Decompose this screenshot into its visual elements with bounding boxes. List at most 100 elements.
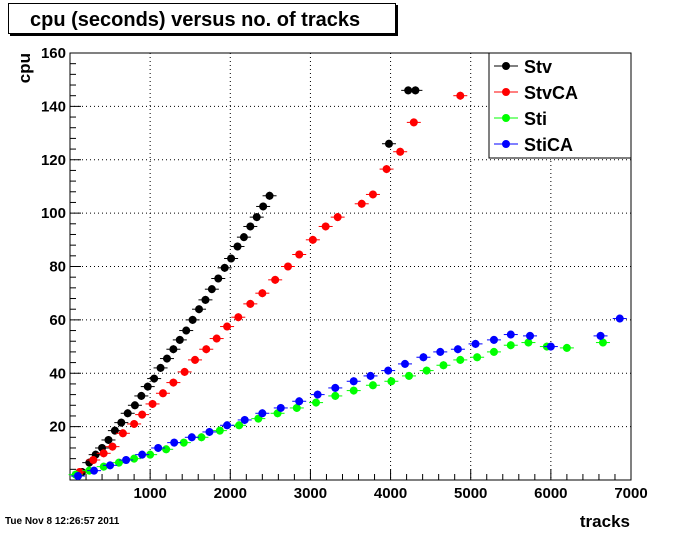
x-tick-label: 1000 (133, 485, 166, 502)
legend-label-stica: StiCA (524, 135, 573, 155)
data-point-stvca (321, 222, 330, 231)
x-tick-label: 3000 (294, 485, 327, 502)
legend-box (488, 52, 632, 159)
data-point-stica (471, 339, 480, 348)
data-point-stv (117, 418, 126, 427)
legend: Stv StvCA Sti StiCA (488, 52, 632, 159)
data-point-stica (258, 409, 267, 418)
data-point-stica (489, 335, 498, 344)
timestamp: Tue Nov 8 12:26:57 2011 (5, 516, 120, 527)
data-point-stv (246, 222, 255, 231)
chart-title-box: cpu (seconds) versus no. of tracks (8, 3, 396, 34)
data-point-stica (313, 390, 322, 399)
data-point-stvca (118, 429, 127, 438)
data-point-stvca (368, 190, 377, 199)
data-point-stica (384, 366, 393, 375)
data-point-sti (349, 386, 358, 395)
y-tick-label: 40 (49, 365, 66, 382)
data-point-stvca (130, 419, 139, 428)
data-point-stica (349, 377, 358, 386)
data-point-sti (235, 421, 244, 430)
data-point-stvca (396, 147, 405, 156)
data-point-stica (400, 359, 409, 368)
data-point-stv (137, 391, 146, 400)
y-tick-label: 160 (41, 45, 66, 62)
data-point-stv (265, 191, 274, 200)
data-point-stv (207, 285, 216, 294)
legend-marker-sti (502, 114, 510, 122)
chart-title: cpu (seconds) versus no. of tracks (30, 9, 361, 31)
data-point-stvca (212, 334, 221, 343)
data-point-stv (233, 242, 242, 251)
data-point-stica (205, 427, 214, 436)
data-point-sti (506, 341, 515, 350)
legend-label-stv: Stv (524, 57, 552, 77)
data-point-stica (74, 471, 83, 480)
data-point-stica (596, 331, 605, 340)
data-point-sti (292, 403, 301, 412)
x-tick-label: 2000 (214, 485, 247, 502)
data-point-stvca (308, 235, 317, 244)
x-tick-label: 7000 (614, 485, 647, 502)
x-tick-label: 4000 (374, 485, 407, 502)
data-point-stica (223, 421, 232, 430)
data-point-sti (215, 426, 224, 435)
data-point-stv (169, 345, 178, 354)
y-tick-label: 20 (49, 419, 66, 436)
data-point-stv (188, 315, 197, 324)
data-point-stvca (148, 399, 157, 408)
data-point-stica (122, 455, 131, 464)
data-point-stv (239, 233, 248, 242)
data-point-stvca (99, 449, 108, 458)
legend-marker-stv (502, 62, 510, 70)
legend-entries: Stv StvCA Sti StiCA (494, 57, 578, 155)
data-point-stvca (283, 262, 292, 271)
grid-lines (70, 53, 632, 480)
data-point-sti (598, 338, 607, 347)
x-axis-label: tracks (580, 512, 630, 531)
data-point-stvca (169, 378, 178, 387)
data-point-stvca (158, 389, 167, 398)
data-point-stica (138, 450, 147, 459)
data-point-stica (295, 397, 304, 406)
data-point-stica (453, 345, 462, 354)
data-point-sti (179, 438, 188, 447)
y-tick-label: 100 (41, 205, 66, 222)
data-point-sti (99, 462, 108, 471)
legend-marker-stvca (502, 88, 510, 96)
data-point-stica (90, 466, 99, 475)
series-layer (68, 86, 627, 480)
data-point-stica (106, 461, 115, 470)
data-point-stv (123, 409, 132, 418)
data-point-stica (615, 314, 624, 323)
data-point-stv (175, 335, 184, 344)
data-point-stv (384, 139, 393, 148)
data-point-stvca (456, 91, 465, 100)
y-tick-label: 80 (49, 259, 66, 276)
data-point-sti (197, 433, 206, 442)
data-point-sti (114, 458, 123, 467)
data-point-stvca (191, 355, 200, 364)
data-point-stica (276, 403, 285, 412)
data-point-sti (146, 450, 155, 459)
data-point-sti (405, 371, 414, 380)
data-point-stica (419, 353, 428, 362)
data-point-stica (526, 331, 535, 340)
data-point-sti (387, 377, 396, 386)
x-tick-label: 5000 (454, 485, 487, 502)
data-point-stica (546, 342, 555, 351)
data-point-stvca (234, 313, 243, 322)
y-tick-label: 60 (49, 312, 66, 329)
data-point-sti (422, 366, 431, 375)
data-point-stvca (409, 118, 418, 127)
data-point-stvca (138, 410, 147, 419)
data-point-stica (170, 438, 179, 447)
data-point-stica (366, 371, 375, 380)
data-point-stvca (89, 455, 98, 464)
data-point-stvca (295, 250, 304, 259)
data-point-stvca (202, 345, 211, 354)
data-point-stv (214, 274, 223, 283)
data-point-stv (162, 354, 171, 363)
data-point-sti (524, 338, 533, 347)
